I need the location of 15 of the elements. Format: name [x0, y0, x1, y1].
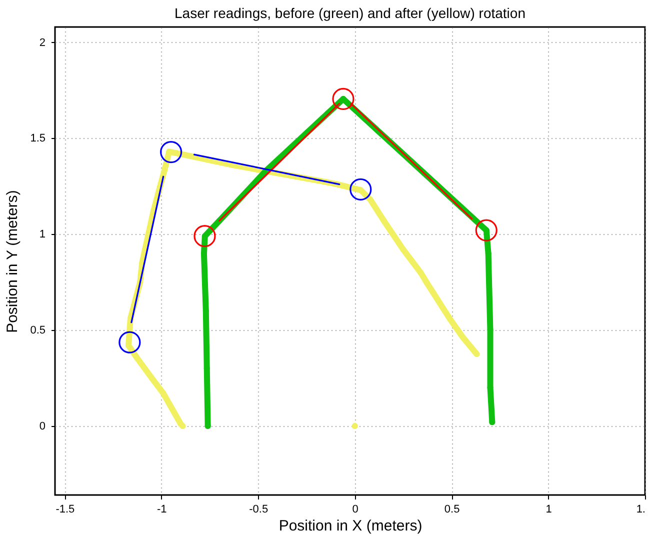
x-tick-label: -1: [157, 504, 167, 516]
y-tick-label: 0: [39, 420, 46, 432]
y-tick-label: 0.5: [30, 324, 46, 337]
x-tick-label: 0: [352, 504, 358, 516]
chart-title: Laser readings, before (green) and after (yellow) rotation: [174, 5, 526, 21]
x-tick-label: -1.5: [56, 504, 75, 516]
y-axis-title: Position in Y (meters): [4, 190, 22, 333]
x-tick-label: 1: [546, 504, 552, 516]
x-tick-label: 0.5: [444, 504, 460, 516]
x-tick-label: -0.5: [249, 504, 268, 516]
y-tick-label: 1: [39, 228, 46, 241]
y-tick-label: 1.5: [30, 132, 46, 145]
x-axis-title: Position in X (meters): [278, 518, 422, 534]
x-tick-label: 1.: [636, 504, 646, 516]
y-tick-label: 2: [39, 36, 46, 49]
